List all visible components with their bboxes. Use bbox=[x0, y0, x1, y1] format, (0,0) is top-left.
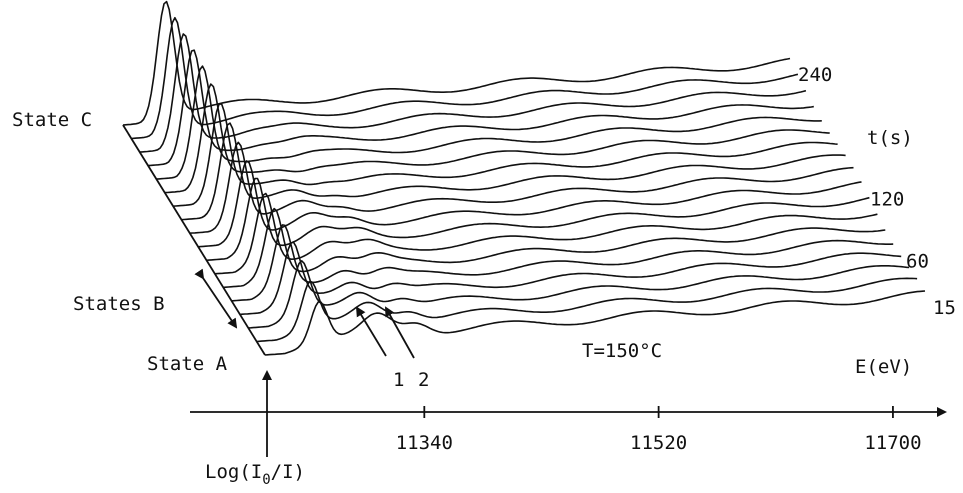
spectrum-curve bbox=[239, 241, 902, 316]
time-ticks: 15 60 120 240 bbox=[798, 64, 956, 319]
spectra-curves bbox=[122, 0, 926, 356]
spectrum-curve bbox=[173, 103, 838, 207]
states-b-arrow bbox=[194, 268, 238, 329]
peak-2-label: 2 bbox=[418, 369, 429, 391]
spectrum-curve bbox=[181, 122, 846, 221]
time-tick-label: 240 bbox=[798, 64, 832, 86]
peak-1-label: 1 bbox=[393, 369, 404, 391]
time-baseline bbox=[122, 124, 266, 356]
spectrum-curve bbox=[122, 0, 791, 126]
peak-2-arrow bbox=[385, 306, 415, 359]
temperature-label: T=150°C bbox=[582, 340, 662, 362]
spectrum-curve bbox=[131, 16, 799, 140]
time-axis-label: t(s) bbox=[867, 127, 913, 149]
peak-1-arrow bbox=[355, 306, 387, 357]
spectrum-curve bbox=[139, 33, 807, 153]
spectrum-curve bbox=[223, 207, 886, 289]
states-b-label: States B bbox=[73, 293, 165, 315]
spectrum-curve bbox=[198, 160, 862, 248]
state-a-label: State A bbox=[147, 353, 228, 375]
spectrum-curve bbox=[148, 49, 814, 167]
spectrum-curve bbox=[231, 224, 894, 302]
spectrum-curve bbox=[214, 192, 878, 275]
absorbance-label: Log(I0/I) bbox=[205, 461, 305, 488]
energy-ticks: 11340 11520 11700 bbox=[396, 406, 922, 454]
energy-tick-label: 11340 bbox=[396, 432, 453, 454]
spectrum-curve bbox=[206, 177, 870, 262]
spectrum-curve bbox=[264, 290, 926, 356]
energy-axis-label: E(eV) bbox=[855, 356, 912, 378]
state-c-label: State C bbox=[12, 109, 92, 131]
time-tick-label: 120 bbox=[870, 188, 904, 210]
spectrum-curve bbox=[156, 65, 822, 180]
time-tick-label: 60 bbox=[906, 250, 929, 272]
spectrum-curve bbox=[248, 259, 910, 329]
spectrum-curve bbox=[256, 277, 918, 343]
time-tick-label: 15 bbox=[933, 297, 956, 319]
energy-tick-label: 11520 bbox=[630, 432, 687, 454]
energy-tick-label: 11700 bbox=[864, 432, 921, 454]
spectrum-curve bbox=[189, 141, 854, 234]
spectrum-curve bbox=[164, 83, 830, 194]
